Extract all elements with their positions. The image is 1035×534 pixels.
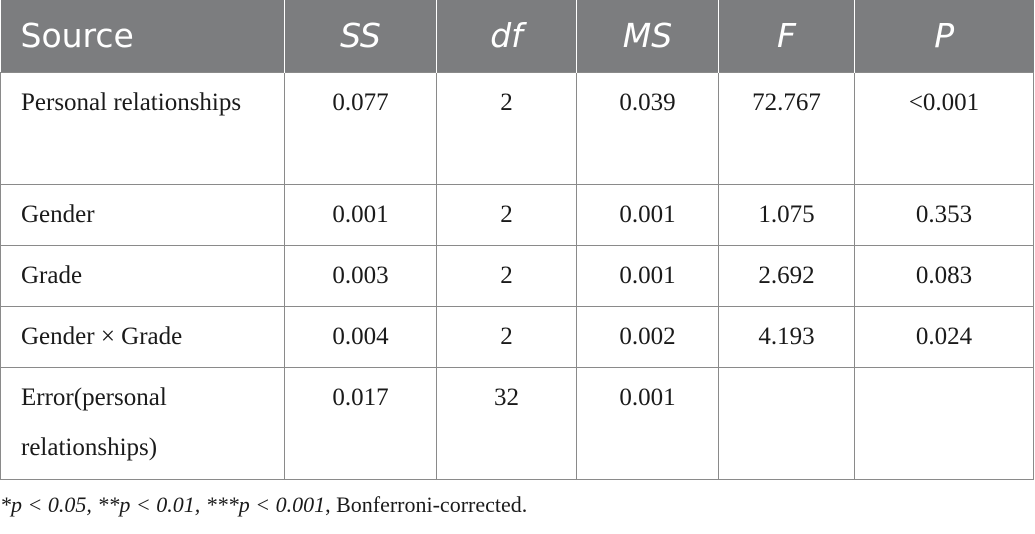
table-row: Grade 0.003 2 0.001 2.692 0.083 — [0, 244, 1034, 307]
cell-f: 72.767 — [718, 71, 855, 185]
footnote-sig-05: *p < 0.05, — [0, 492, 92, 517]
table-body: Personal relationships 0.077 2 0.039 72.… — [0, 71, 1034, 480]
table-footnote: *p < 0.05, **p < 0.01, ***p < 0.001, Bon… — [0, 492, 527, 518]
cell-ms: 0.039 — [576, 71, 719, 185]
table-header: Source SS df MS F P — [0, 0, 1034, 72]
cell-p: 0.024 — [854, 305, 1034, 368]
table-row: Gender × Grade 0.004 2 0.002 4.193 0.024 — [0, 305, 1034, 368]
cell-source: Error(personal relationships) — [0, 366, 285, 480]
table-row: Personal relationships 0.077 2 0.039 72.… — [0, 71, 1034, 185]
table-row: Error(personal relationships) 0.017 32 0… — [0, 366, 1034, 480]
cell-source: Gender — [0, 183, 285, 246]
header-source: Source — [0, 0, 285, 72]
cell-ms: 0.001 — [576, 366, 719, 480]
cell-ms: 0.001 — [576, 183, 719, 246]
cell-df: 2 — [436, 183, 577, 246]
header-row: Source SS df MS F P — [0, 0, 1034, 72]
cell-f: 4.193 — [718, 305, 855, 368]
cell-ms: 0.001 — [576, 244, 719, 307]
anova-table: Source SS df MS F P Personal relationshi… — [0, 0, 1034, 480]
cell-df: 2 — [436, 71, 577, 185]
cell-df: 32 — [436, 366, 577, 480]
cell-ss: 0.077 — [284, 71, 437, 185]
cell-ss: 0.003 — [284, 244, 437, 307]
cell-f: 1.075 — [718, 183, 855, 246]
cell-ss: 0.001 — [284, 183, 437, 246]
cell-p — [854, 366, 1034, 480]
cell-ss: 0.017 — [284, 366, 437, 480]
cell-f: 2.692 — [718, 244, 855, 307]
header-ms: MS — [576, 0, 719, 72]
header-ss: SS — [284, 0, 437, 72]
table-row: Gender 0.001 2 0.001 1.075 0.353 — [0, 183, 1034, 246]
cell-df: 2 — [436, 305, 577, 368]
cell-source: Personal relationships — [0, 71, 285, 185]
footnote-sig-01: **p < 0.01, — [97, 492, 201, 517]
header-f: F — [718, 0, 855, 72]
cell-df: 2 — [436, 244, 577, 307]
footnote-suffix: , Bonferroni-corrected. — [325, 492, 528, 517]
cell-p: 0.083 — [854, 244, 1034, 307]
cell-ms: 0.002 — [576, 305, 719, 368]
header-df: df — [436, 0, 577, 72]
cell-f — [718, 366, 855, 480]
footnote-sig-001: ***p < 0.001 — [205, 492, 326, 517]
cell-source: Gender × Grade — [0, 305, 285, 368]
header-p: P — [854, 0, 1034, 72]
cell-ss: 0.004 — [284, 305, 437, 368]
cell-p: <0.001 — [854, 71, 1034, 185]
cell-p: 0.353 — [854, 183, 1034, 246]
cell-source: Grade — [0, 244, 285, 307]
